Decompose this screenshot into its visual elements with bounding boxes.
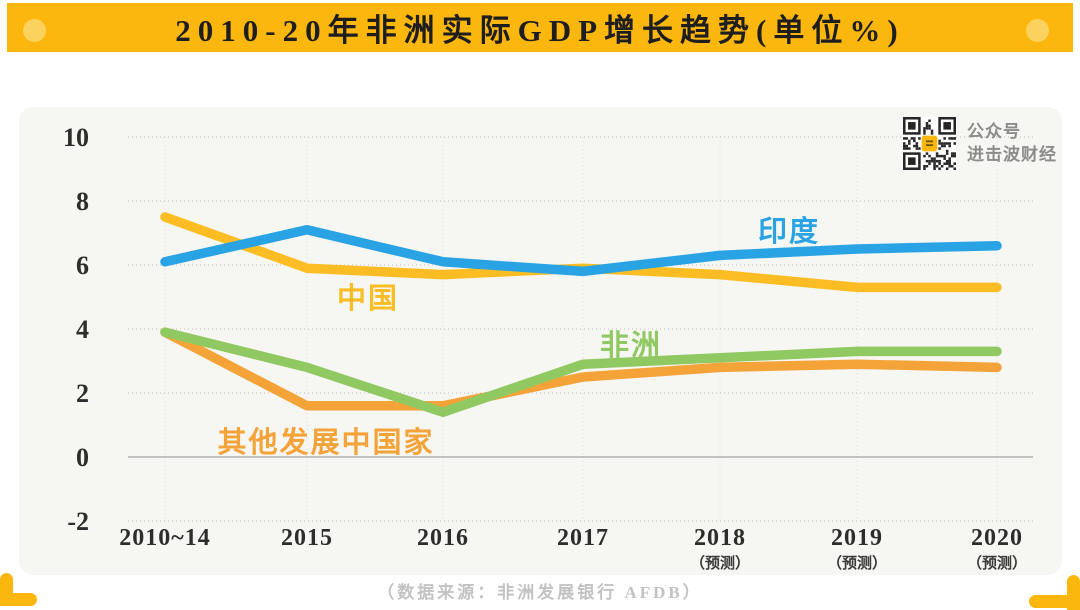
y-tick-label: 2 <box>76 379 89 408</box>
y-tick-label: 8 <box>76 187 89 216</box>
x-tick-label: 2019 <box>831 525 883 551</box>
title-dot-left-icon <box>23 19 46 42</box>
x-tick-label: 2016 <box>417 525 469 551</box>
gdp-line-chart: 10 8 6 4 2 0 -2 2010~14 2015 2016 2017 2018 （预测） 2019… <box>63 123 1033 572</box>
x-tick-label: 2010~14 <box>119 525 210 551</box>
x-tick-label: 2018 <box>694 525 746 551</box>
y-tick-label: 10 <box>63 123 89 152</box>
title-bar: 2010-20年非洲实际GDP增长趋势(单位%) <box>7 3 1073 52</box>
y-tick-label: 0 <box>76 443 89 472</box>
y-tick-label: 4 <box>76 315 89 344</box>
y-tick-label: -2 <box>67 507 89 536</box>
series-line-africa <box>160 327 1002 417</box>
x-tick-sublabel: （预测） <box>967 554 1027 572</box>
series-label-china: 中国 <box>337 282 399 315</box>
page-title: 2010-20年非洲实际GDP增长趋势(单位%) <box>175 13 905 48</box>
x-tick-label: 2017 <box>557 525 609 551</box>
series-line-others <box>160 327 1002 411</box>
x-tick-sublabel: （预测） <box>690 554 750 572</box>
x-tick-sublabel: （预测） <box>827 554 887 572</box>
source-note: （数据来源：非洲发展银行 AFDB） <box>377 583 703 602</box>
qr-panel: 公众号 进击波财经 <box>903 117 1057 170</box>
series-label-africa: 非洲 <box>600 329 662 362</box>
qr-caption-line2: 进击波财经 <box>967 144 1057 164</box>
title-dot-right-icon <box>1026 19 1049 42</box>
x-tick-label: 2020 <box>971 525 1023 551</box>
qr-caption-line1: 公众号 <box>967 122 1021 142</box>
series-line-india <box>160 225 1002 277</box>
x-tick-label: 2015 <box>281 525 333 551</box>
series-label-others: 其他发展中国家 <box>217 425 434 459</box>
chart-card: 10 8 6 4 2 0 -2 2010~14 2015 2016 2017 2018 （预测） 2019… <box>19 107 1062 575</box>
qr-caption: 公众号 进击波财经 <box>967 121 1057 165</box>
qr-code-icon <box>903 117 956 170</box>
y-tick-label: 6 <box>76 251 89 280</box>
series-label-india: 印度 <box>758 215 820 248</box>
